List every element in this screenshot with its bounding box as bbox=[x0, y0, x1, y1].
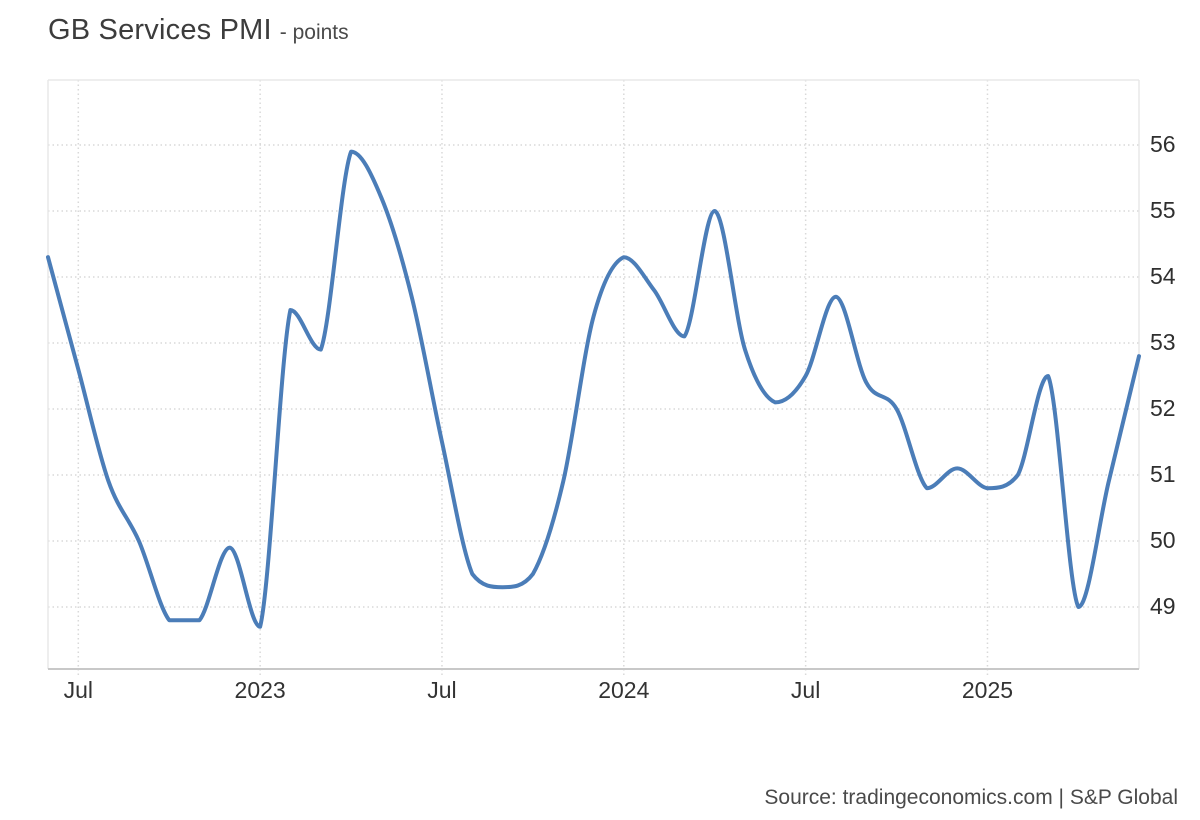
x-tick-label: Jul bbox=[63, 677, 93, 703]
x-tick-label: Jul bbox=[790, 677, 821, 703]
y-tick-label: 52 bbox=[1150, 394, 1176, 421]
y-tick-label: 55 bbox=[1150, 196, 1176, 223]
x-tick-label: 2024 bbox=[598, 677, 650, 703]
x-tick-label: Jul bbox=[427, 677, 457, 703]
source-attribution: Source: tradingeconomics.com | S&P Globa… bbox=[764, 786, 1178, 809]
x-tick-label: 2023 bbox=[234, 677, 286, 703]
chart-title: GB Services PMI bbox=[48, 14, 272, 46]
y-tick-label: 49 bbox=[1150, 592, 1176, 619]
chart-header: GB Services PMI - points bbox=[48, 14, 349, 47]
x-tick-label: 2025 bbox=[961, 677, 1014, 703]
series-line bbox=[46, 149, 1141, 629]
chart-unit-label: - points bbox=[279, 21, 349, 44]
y-tick-label: 56 bbox=[1150, 130, 1176, 157]
y-tick-label: 50 bbox=[1150, 526, 1176, 553]
y-tick-label: 53 bbox=[1150, 328, 1176, 355]
y-tick-label: 51 bbox=[1150, 460, 1176, 487]
y-tick-label: 54 bbox=[1150, 262, 1176, 289]
